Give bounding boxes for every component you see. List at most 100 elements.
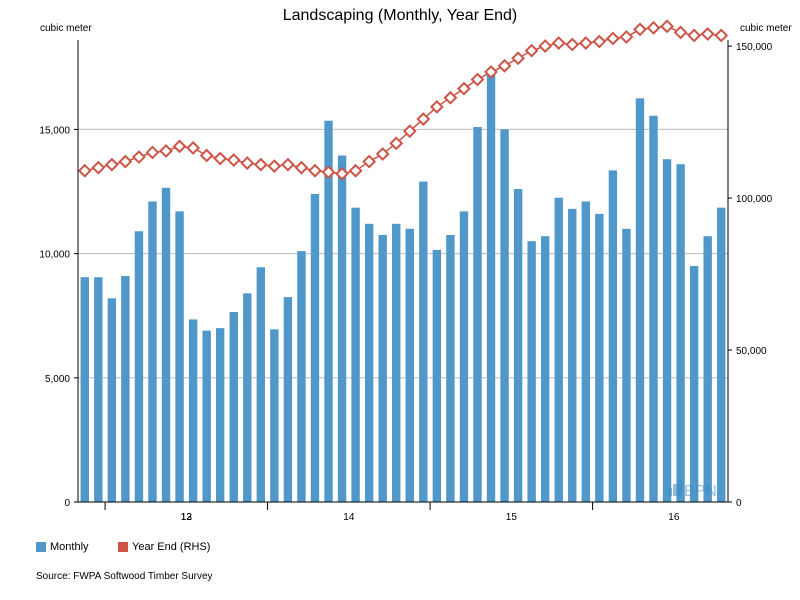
year-end-point xyxy=(118,154,133,169)
year-end-point xyxy=(213,151,228,166)
year-end-point xyxy=(511,51,526,66)
year-end-point xyxy=(551,36,566,50)
gridlines xyxy=(78,128,728,379)
axes: 0 5,000 10,000 15,000 0 50,000 100,000 150,000 1… xyxy=(39,40,773,523)
bar-monthly xyxy=(243,293,252,502)
bar-monthly xyxy=(175,211,184,503)
bar-monthly xyxy=(622,228,631,502)
bar-monthly xyxy=(283,297,293,502)
bar-monthly xyxy=(148,201,157,503)
bar-monthly xyxy=(121,275,130,502)
legend-year-end-swatch xyxy=(118,542,128,552)
bar-monthly xyxy=(215,328,225,502)
year-end-point xyxy=(104,157,119,172)
x-tick-label: 15 xyxy=(506,512,518,523)
year-end-point xyxy=(497,58,512,73)
year-end-point xyxy=(335,166,349,181)
year-end-point xyxy=(673,25,688,40)
year-end-point xyxy=(294,160,309,175)
bar-monthly xyxy=(392,223,401,502)
year-end-point xyxy=(714,28,729,43)
bar-monthly xyxy=(378,234,387,502)
year-end-point xyxy=(578,36,593,50)
bar-monthly xyxy=(364,223,374,502)
y-left-tick-label: 0 xyxy=(64,498,70,509)
bpn-watermark: BPN xyxy=(668,480,717,500)
bar-monthly xyxy=(107,298,117,502)
year-end-point xyxy=(470,72,485,87)
bar-monthly xyxy=(188,319,198,502)
bar-monthly xyxy=(608,170,618,502)
year-end-point xyxy=(484,65,498,79)
bar-monthly xyxy=(649,115,658,503)
year-end-point xyxy=(321,165,336,180)
bar-monthly xyxy=(581,201,591,503)
year-end-point xyxy=(700,27,715,41)
x-tick-label: 16 xyxy=(668,512,680,523)
year-end-point xyxy=(687,28,702,43)
year-end-point xyxy=(646,20,661,35)
y-left-tick-label: 5,000 xyxy=(45,374,70,385)
bar-monthly xyxy=(554,197,563,502)
bar-monthly xyxy=(662,159,672,502)
bar-monthly xyxy=(405,228,414,502)
year-end-point xyxy=(592,34,607,49)
bar-monthly xyxy=(595,213,604,502)
bar-monthly xyxy=(703,236,712,502)
year-end-line xyxy=(77,19,729,181)
legend-monthly-swatch xyxy=(36,542,46,552)
bar-monthly xyxy=(351,207,360,502)
year-end-point xyxy=(362,154,377,169)
bar-monthly xyxy=(432,249,442,502)
bar-monthly xyxy=(486,74,496,502)
bar-monthly xyxy=(419,181,428,503)
year-end-point xyxy=(619,30,634,44)
bar-monthly xyxy=(527,241,536,502)
bar-monthly xyxy=(689,266,699,502)
year-end-point xyxy=(159,144,173,158)
legend-year-end: Year End (RHS) xyxy=(118,541,210,553)
year-end-point xyxy=(132,150,146,164)
year-end-point xyxy=(565,37,580,52)
year-end-point xyxy=(77,163,92,178)
year-end-point xyxy=(226,153,241,167)
year-end-point xyxy=(457,81,471,96)
bar-monthly xyxy=(134,231,144,503)
bar-monthly xyxy=(310,194,320,502)
legend-year-end-label: Year End (RHS) xyxy=(132,541,211,553)
year-end-point xyxy=(308,163,322,178)
year-end-point xyxy=(348,163,363,178)
year-end-point xyxy=(443,90,458,105)
bar-monthly xyxy=(459,211,469,503)
y-left-axis-label: cubic meter xyxy=(40,23,92,34)
bar-monthly xyxy=(513,189,523,502)
year-end-point xyxy=(199,148,214,163)
year-end-point xyxy=(660,19,674,34)
y-right-tick-label: 150,000 xyxy=(736,42,773,53)
year-end-point xyxy=(253,157,268,172)
bar-monthly xyxy=(161,187,171,502)
x-tick-label: 13 xyxy=(181,512,193,523)
chart-title: Landscaping (Monthly, Year End) xyxy=(283,7,518,24)
bar-monthly xyxy=(717,207,726,502)
year-end-point xyxy=(91,160,106,175)
y-right-tick-label: 100,000 xyxy=(736,194,773,205)
year-end-point xyxy=(416,112,431,126)
y-right-tick-label: 0 xyxy=(736,498,742,509)
year-end-point xyxy=(375,147,390,161)
year-end-point xyxy=(524,43,539,58)
bar-monthly xyxy=(297,251,306,502)
year-end-point xyxy=(172,139,187,154)
y-left-tick-label: 10,000 xyxy=(39,250,70,261)
year-end-point xyxy=(605,31,620,46)
bar-monthly xyxy=(635,98,645,502)
year-end-point xyxy=(429,99,444,114)
year-end-point xyxy=(538,39,553,53)
bar-monthly xyxy=(94,277,103,502)
watermark-text: BPN xyxy=(684,483,717,500)
x-tick-label: 14 xyxy=(343,512,355,523)
y-right-axis-label: cubic meter xyxy=(740,23,792,34)
year-end-point xyxy=(389,136,404,151)
year-end-point xyxy=(633,22,647,37)
